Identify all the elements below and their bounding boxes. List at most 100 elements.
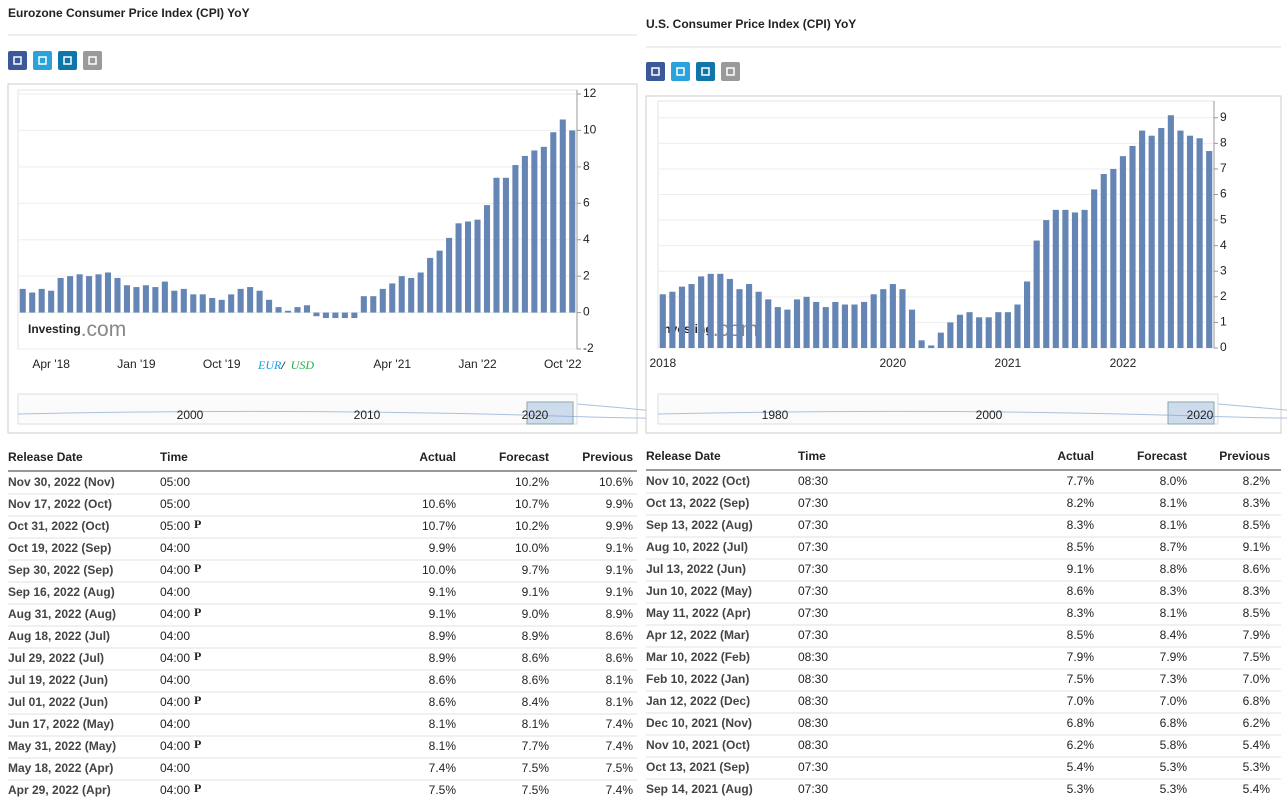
bar — [1033, 240, 1040, 348]
preliminary-mark: P — [194, 693, 201, 707]
bar — [985, 317, 992, 348]
share-button[interactable] — [33, 51, 52, 70]
bar — [559, 119, 566, 313]
bar — [1119, 156, 1126, 348]
panel-title: Eurozone Consumer Price Index (CPI) YoY — [8, 6, 250, 20]
cell-time: 05:00 — [160, 497, 190, 511]
cell-time: 04:00 — [160, 695, 190, 709]
cell-date: Feb 10, 2022 (Jan) — [646, 672, 749, 686]
y-tick-label: 10 — [583, 123, 597, 137]
bar — [832, 301, 839, 348]
bar — [360, 296, 367, 313]
bar — [19, 288, 26, 313]
cell-previous: 9.9% — [606, 497, 634, 511]
bar — [889, 284, 896, 348]
y-tick-label: 3 — [1220, 263, 1227, 277]
bar — [1004, 312, 1011, 348]
cell-forecast: 8.6% — [522, 673, 550, 687]
x-tick-label: 2022 — [1110, 356, 1137, 370]
cell-time: 04:00 — [160, 673, 190, 687]
bar — [190, 294, 197, 313]
preliminary-mark: P — [194, 561, 201, 575]
cell-forecast: 9.1% — [522, 585, 550, 599]
navigator-window[interactable] — [526, 401, 574, 425]
overlay-part: USD — [291, 358, 315, 372]
bar — [746, 284, 753, 348]
bar — [678, 286, 686, 348]
cell-forecast: 7.5% — [522, 761, 550, 775]
cell-actual: 9.1% — [1067, 562, 1095, 576]
share-button[interactable] — [696, 62, 715, 81]
cell-time: 04:00 — [160, 563, 190, 577]
cell-date: Mar 10, 2022 (Feb) — [646, 650, 750, 664]
bar — [38, 288, 45, 313]
y-tick-label: 5 — [1220, 212, 1227, 226]
cell-time: 08:30 — [798, 672, 828, 686]
cell-time: 07:30 — [798, 540, 828, 554]
bar — [540, 146, 547, 313]
bar — [1081, 209, 1088, 348]
x-tick-label: 2018 — [649, 356, 676, 370]
bar — [171, 290, 178, 313]
cell-forecast: 7.7% — [522, 739, 550, 753]
preliminary-mark: P — [194, 517, 201, 531]
cell-date: Nov 17, 2022 (Oct) — [8, 497, 112, 511]
bar — [1062, 209, 1069, 348]
bar — [161, 281, 168, 313]
cell-actual: 8.9% — [429, 651, 457, 665]
cell-time: 04:00 — [160, 761, 190, 775]
bar — [908, 309, 916, 348]
cell-time: 07:30 — [798, 760, 828, 774]
cell-time: 04:00 — [160, 783, 190, 797]
cell-actual: 8.5% — [1067, 628, 1095, 642]
share-button[interactable] — [646, 62, 665, 81]
share-glyph — [651, 67, 660, 76]
bar — [427, 257, 434, 313]
cell-date: May 18, 2022 (Apr) — [8, 761, 113, 775]
share-button[interactable] — [58, 51, 77, 70]
bar — [247, 287, 254, 313]
bar — [303, 305, 311, 313]
bar — [1177, 130, 1184, 348]
cell-actual: 9.1% — [429, 585, 457, 599]
cell-time: 08:30 — [798, 474, 828, 488]
bar — [1167, 115, 1174, 348]
bar — [726, 278, 733, 348]
cell-actual: 7.9% — [1067, 650, 1095, 664]
cell-time: 07:30 — [798, 606, 828, 620]
cell-forecast: 8.7% — [1160, 540, 1188, 554]
cell-previous: 8.1% — [606, 673, 634, 687]
cell-actual: 5.4% — [1067, 760, 1095, 774]
bar — [123, 285, 130, 313]
bar — [483, 205, 491, 313]
column-header: Release Date — [8, 450, 83, 464]
cell-time: 04:00 — [160, 585, 190, 599]
cell-time: 04:00 — [160, 607, 190, 621]
cell-forecast: 10.7% — [515, 497, 549, 511]
cell-time: 07:30 — [798, 562, 828, 576]
y-tick-label: 2 — [1220, 289, 1227, 303]
bar — [1139, 130, 1146, 348]
share-button[interactable] — [8, 51, 27, 70]
share-button[interactable] — [671, 62, 690, 81]
cell-actual: 10.6% — [422, 497, 456, 511]
cell-time: 08:30 — [798, 650, 828, 664]
cell-time: 04:00 — [160, 651, 190, 665]
bar — [332, 312, 339, 319]
bar — [199, 294, 206, 313]
cell-date: Jul 01, 2022 (Jun) — [8, 695, 108, 709]
column-header: Previous — [582, 450, 633, 464]
navigator-window[interactable] — [1167, 401, 1215, 425]
x-tick-label: Oct '19 — [203, 357, 241, 371]
bar — [793, 299, 801, 348]
cell-previous: 9.1% — [606, 563, 634, 577]
cell-forecast: 8.3% — [1160, 584, 1188, 598]
bar — [956, 314, 964, 348]
share-button[interactable] — [83, 51, 102, 70]
navigator-label: 2010 — [354, 408, 381, 422]
cell-forecast: 8.6% — [522, 651, 550, 665]
cell-date: Oct 13, 2021 (Sep) — [646, 760, 749, 774]
bar — [48, 290, 55, 313]
share-button[interactable] — [721, 62, 740, 81]
cell-date: Oct 13, 2022 (Sep) — [646, 496, 749, 510]
